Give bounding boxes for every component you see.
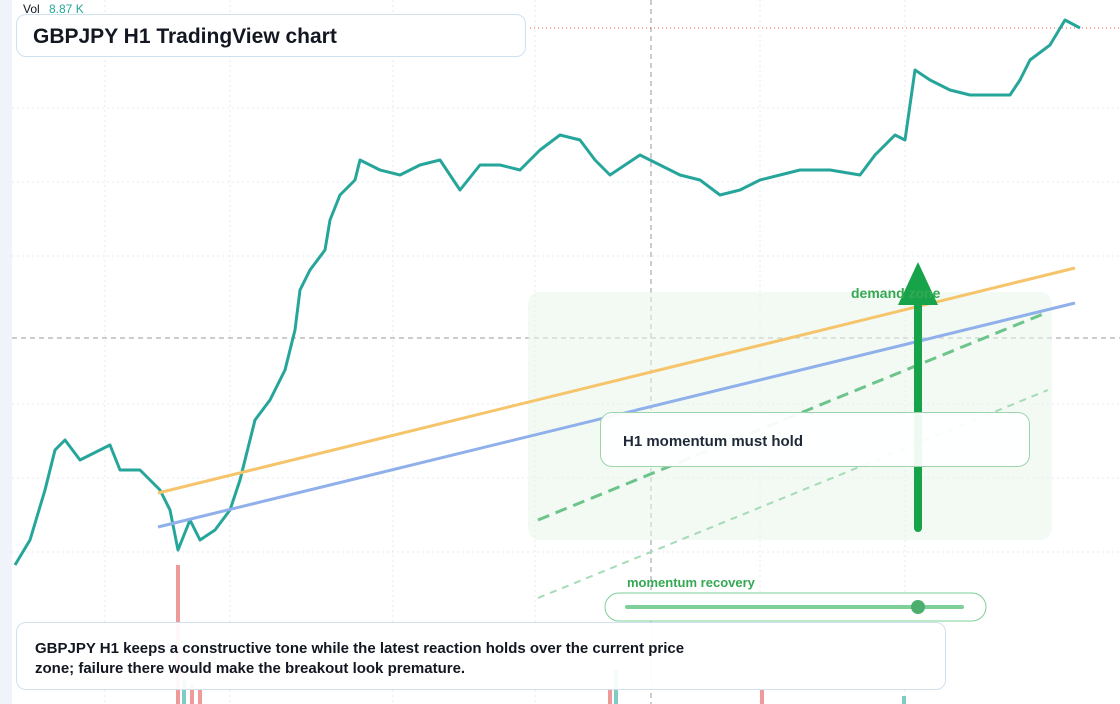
price-path xyxy=(13,18,1081,566)
title-box: GBPJPY H1 TradingView chart xyxy=(16,14,526,57)
title: GBPJPY H1 TradingView chart xyxy=(33,25,337,48)
left-strip xyxy=(0,0,12,704)
vol-value: 8.87 K xyxy=(49,2,84,16)
callout-box: H1 momentum must hold xyxy=(600,412,1030,467)
zone-label: demand zone xyxy=(851,285,941,301)
slider-label: momentum recovery xyxy=(627,575,756,590)
arrow-head xyxy=(898,262,938,305)
note: GBPJPY H1 keeps a constructive tone whil… xyxy=(35,640,685,677)
resistance-line xyxy=(157,266,1076,495)
vol-label: Vol xyxy=(23,2,40,16)
note-box: GBPJPY H1 keeps a constructive tone whil… xyxy=(16,622,946,690)
callout: H1 momentum must hold xyxy=(623,433,804,450)
slider-thumb[interactable] xyxy=(911,600,925,614)
